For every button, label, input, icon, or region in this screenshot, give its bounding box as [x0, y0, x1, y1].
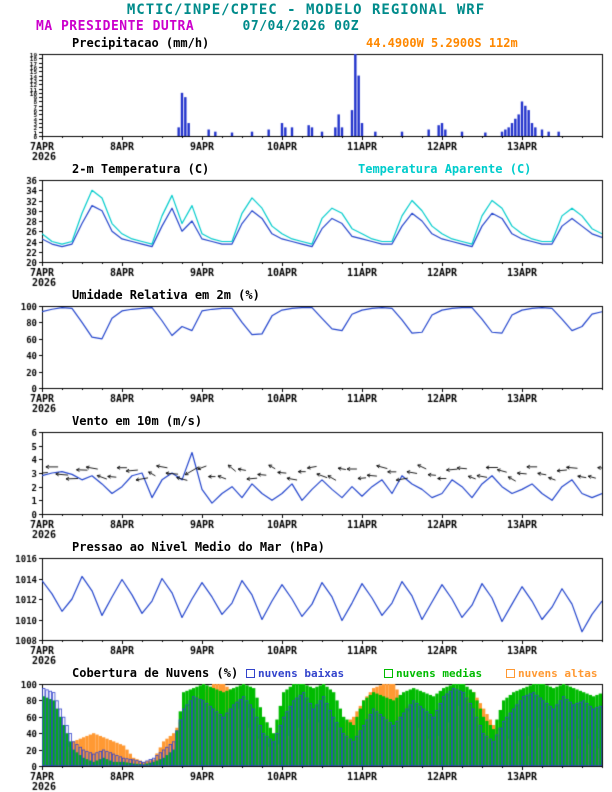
temperature-chart [0, 176, 612, 288]
panel-precipitation: Precipitacao (mm/h) 44.4900W 5.2900S 112… [0, 36, 612, 162]
model-title: MCTIC/INPE/CPTEC - MODELO REGIONAL WRF [126, 2, 486, 18]
panel-title-precipitation: Precipitacao (mm/h) [72, 36, 210, 50]
humidity-chart [0, 302, 612, 414]
mid-clouds-swatch-icon [384, 669, 393, 678]
header: MCTIC/INPE/CPTEC - MODELO REGIONAL WRF M… [0, 0, 612, 36]
panel-humidity: Umidade Relativa em 2m (%) [0, 288, 612, 414]
high-clouds-swatch-icon [506, 669, 515, 678]
panel-title-wind: Vento em 10m (m/s) [72, 414, 203, 428]
panel-title-pressure: Pressao ao Nivel Medio do Mar (hPa) [72, 540, 325, 554]
station-coordinates: 44.4900W 5.2900S 112m [366, 36, 518, 50]
legend-high-clouds: nuvens altas [506, 667, 597, 680]
apparent-temperature-label: Temperatura Aparente (C) [358, 162, 532, 176]
legend-low-clouds: nuvens baixas [246, 667, 344, 680]
low-clouds-swatch-icon [246, 669, 255, 678]
panel-wind: Vento em 10m (m/s) [0, 414, 612, 540]
legend-high-clouds-label: nuvens altas [518, 667, 598, 680]
legend-low-clouds-label: nuvens baixas [258, 667, 345, 680]
panel-title-humidity: Umidade Relativa em 2m (%) [72, 288, 260, 302]
panel-title-temperature: 2-m Temperatura (C) [72, 162, 210, 176]
panel-cloud-cover: Cobertura de Nuvens (%) nuvens baixas nu… [0, 666, 612, 792]
panel-pressure: Pressao ao Nivel Medio do Mar (hPa) [0, 540, 612, 666]
legend-mid-clouds: nuvens medias [384, 667, 482, 680]
legend-mid-clouds-label: nuvens medias [396, 667, 483, 680]
header-line-2: MA PRESIDENTE DUTRA 07/04/2026 00Z [0, 19, 612, 34]
panel-temperature: 2-m Temperatura (C) Temperatura Aparente… [0, 162, 612, 288]
panel-title-cloud-cover: Cobertura de Nuvens (%) [72, 666, 239, 680]
run-datetime: 07/04/2026 00Z [242, 19, 360, 34]
pressure-chart [0, 554, 612, 666]
cloud-cover-chart [0, 680, 612, 792]
wind-chart [0, 428, 612, 540]
station-name: MA PRESIDENTE DUTRA [36, 19, 195, 34]
precipitation-chart [0, 50, 612, 162]
